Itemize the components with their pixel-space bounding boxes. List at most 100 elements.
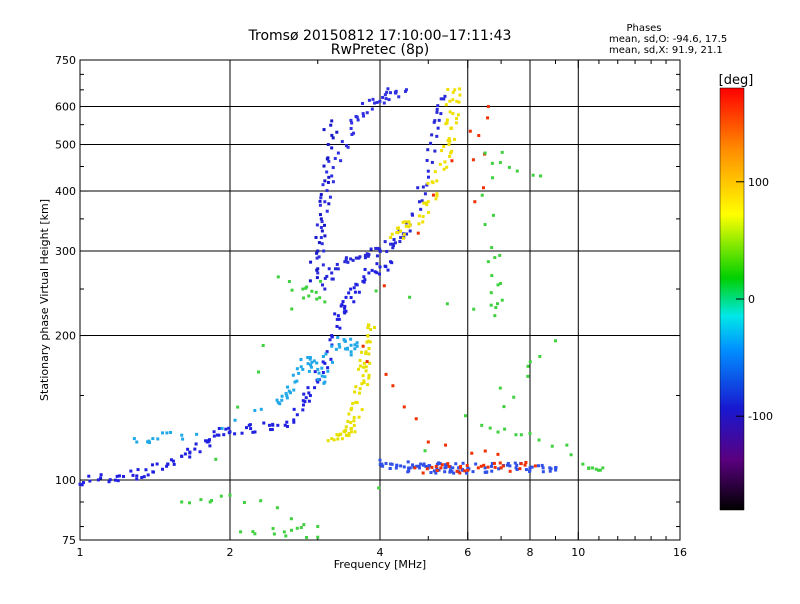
data-point — [320, 220, 324, 224]
data-point — [383, 264, 387, 268]
data-point — [307, 399, 311, 403]
data-point — [407, 466, 411, 470]
data-point — [320, 366, 324, 370]
data-point — [340, 437, 344, 441]
data-point — [443, 470, 447, 474]
data-point — [378, 265, 382, 269]
data-point — [378, 458, 382, 462]
data-point — [490, 464, 494, 468]
data-point — [398, 240, 402, 244]
data-point — [349, 118, 353, 122]
data-point — [323, 223, 327, 227]
x-tick-label: 16 — [673, 546, 687, 559]
data-point — [458, 471, 462, 475]
data-point — [492, 461, 496, 465]
data-point — [399, 229, 403, 233]
data-point — [429, 141, 433, 145]
data-point — [422, 201, 426, 205]
data-point — [116, 479, 120, 483]
data-point — [435, 134, 439, 138]
data-point — [317, 371, 321, 375]
data-point — [437, 118, 441, 122]
data-point — [320, 242, 324, 246]
data-point — [362, 379, 366, 383]
data-point — [183, 452, 187, 456]
series-lower-trace — [78, 260, 394, 487]
data-point — [429, 471, 433, 475]
data-point — [435, 194, 439, 198]
data-point — [169, 430, 173, 434]
data-point — [349, 353, 353, 357]
data-point — [448, 139, 452, 143]
data-point — [358, 359, 362, 363]
data-point — [323, 179, 327, 183]
data-point — [326, 366, 330, 370]
data-point — [457, 466, 461, 470]
data-point — [430, 465, 434, 469]
data-point — [321, 263, 325, 267]
data-point — [363, 253, 367, 257]
series-X-lower — [326, 323, 376, 443]
data-point — [249, 427, 253, 431]
data-point — [335, 324, 339, 328]
data-point — [335, 262, 339, 266]
data-point — [99, 473, 103, 477]
data-point — [378, 272, 382, 276]
data-point — [514, 433, 518, 437]
data-point — [369, 247, 373, 251]
data-point — [148, 441, 152, 445]
data-point — [512, 395, 516, 399]
data-point — [344, 256, 348, 260]
data-point — [443, 160, 447, 164]
data-point — [288, 391, 292, 395]
data-point — [332, 438, 336, 442]
x-tick-labels: 1 2 4 6 8 10 16 — [77, 546, 688, 559]
data-point — [491, 176, 495, 180]
data-point — [442, 97, 446, 101]
data-point — [368, 340, 372, 344]
data-point — [452, 471, 456, 475]
data-point — [318, 203, 322, 207]
data-point — [198, 450, 202, 454]
data-point — [337, 317, 341, 321]
data-point — [425, 158, 429, 162]
data-point — [212, 430, 216, 434]
data-point — [451, 466, 455, 470]
data-point — [500, 298, 504, 302]
data-point — [330, 271, 334, 275]
data-point — [349, 427, 353, 431]
data-point — [217, 427, 221, 431]
data-point — [342, 429, 346, 433]
data-point — [208, 500, 212, 504]
data-point — [384, 372, 388, 376]
data-point — [275, 506, 279, 510]
data-point — [171, 459, 175, 463]
series-scattered-misc — [180, 150, 605, 540]
data-point — [378, 462, 382, 466]
data-point — [233, 432, 237, 436]
data-point — [295, 413, 299, 417]
data-point — [287, 280, 291, 284]
data-point — [565, 443, 569, 447]
data-point — [354, 256, 358, 260]
data-point — [331, 277, 335, 281]
data-point — [404, 88, 408, 92]
data-point — [151, 470, 155, 474]
data-point — [340, 140, 344, 144]
data-point — [343, 304, 347, 308]
data-point — [344, 347, 348, 351]
data-point — [301, 399, 305, 403]
data-point — [325, 350, 329, 354]
data-point — [498, 253, 502, 257]
data-point — [321, 371, 325, 375]
data-point — [524, 468, 528, 472]
data-point — [334, 347, 338, 351]
data-point — [435, 179, 439, 183]
data-point — [322, 128, 326, 132]
stats-o-line: mean, sd,O: -94.6, 17.5 — [609, 34, 727, 45]
data-point — [347, 291, 351, 295]
data-point — [325, 274, 329, 278]
data-point — [339, 159, 343, 163]
data-point — [442, 167, 446, 171]
data-point — [352, 286, 356, 290]
